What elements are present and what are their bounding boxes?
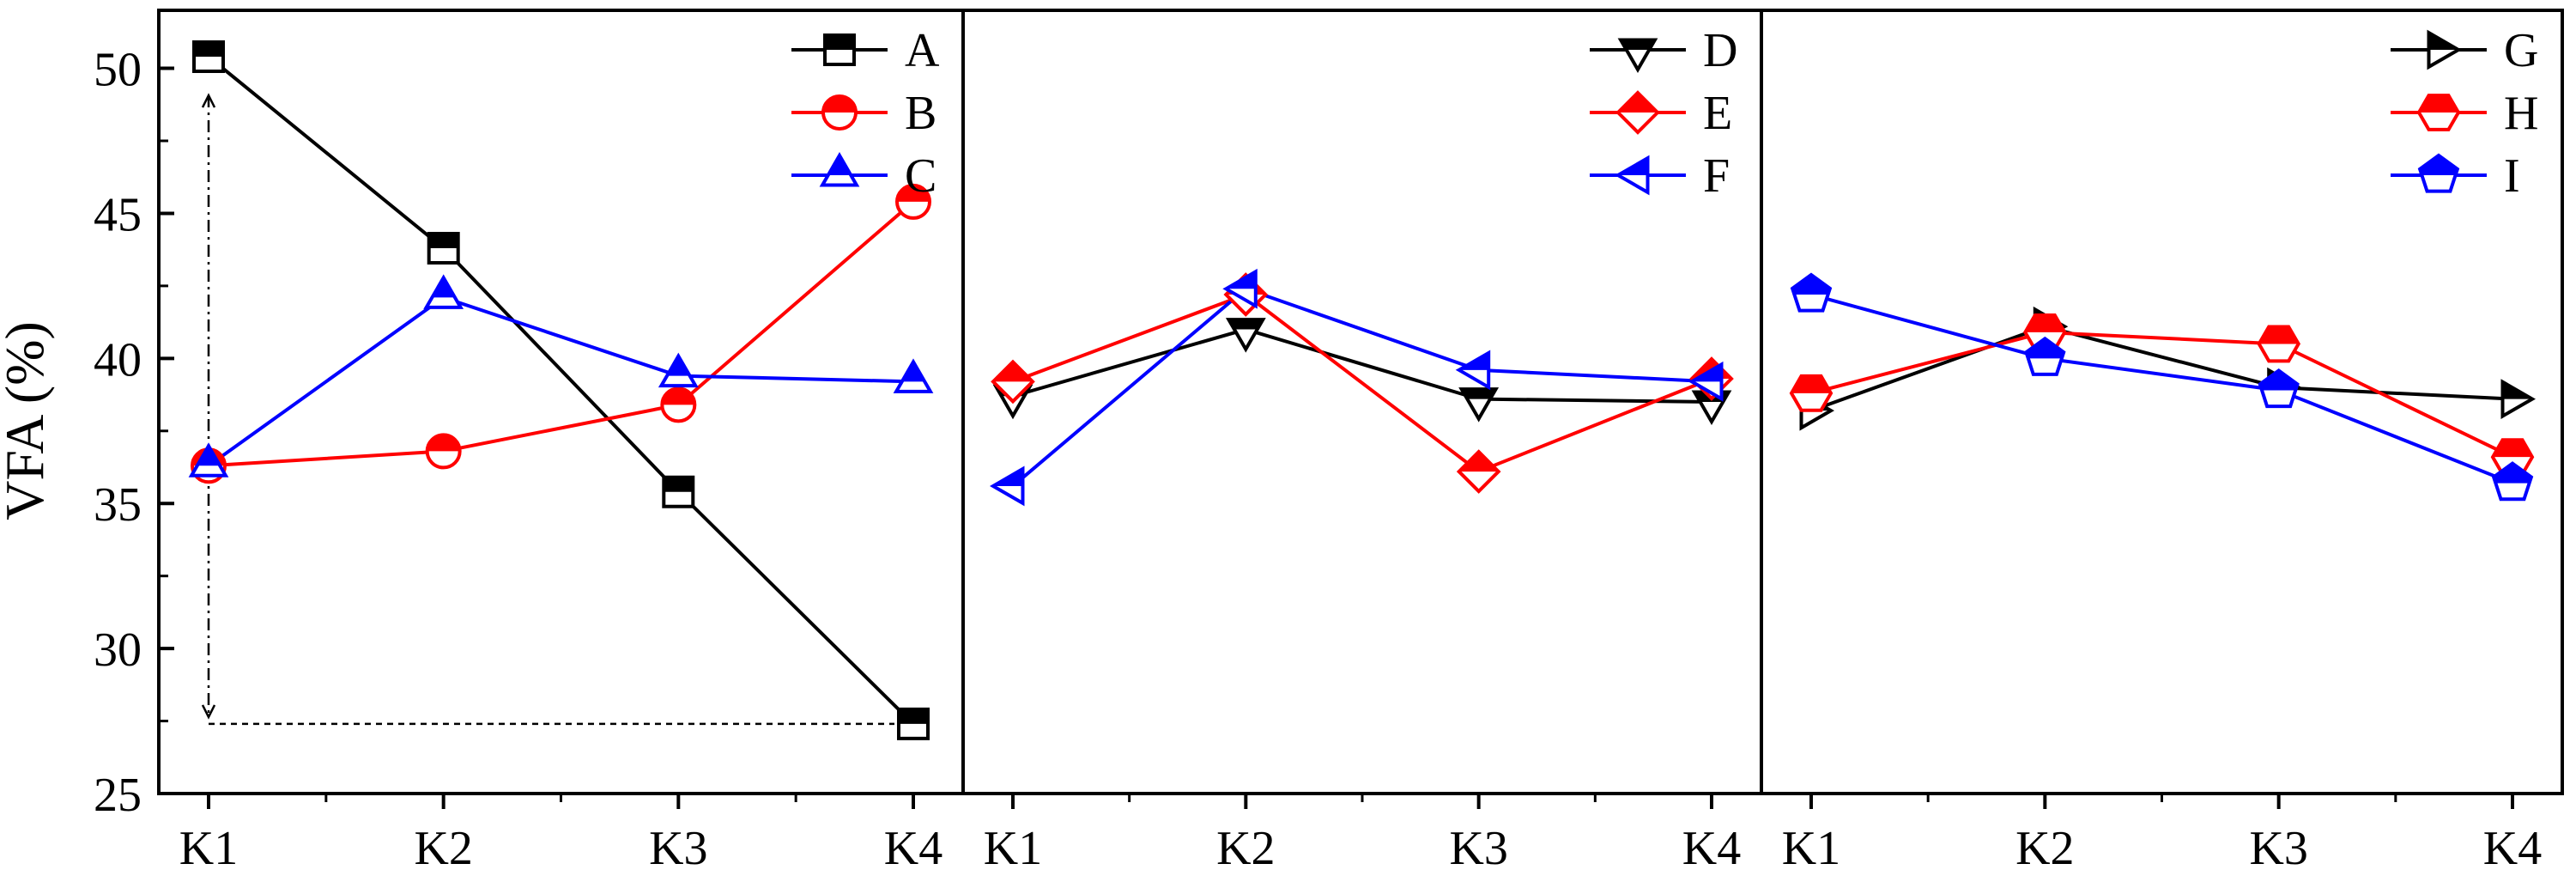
legend-marker-G: [2427, 29, 2463, 70]
point-B-K4: [895, 183, 931, 220]
legend-marker-I: [2417, 153, 2460, 193]
series-line-E: [1012, 293, 1712, 474]
point-A-K2: [427, 232, 460, 265]
x-tick-label: K1: [984, 822, 1042, 875]
y-tick-label: 30: [94, 623, 142, 677]
series-line-B: [208, 200, 915, 468]
x-tick-label: K3: [1449, 822, 1507, 875]
legend-label-F: F: [1703, 149, 1730, 203]
x-tick-label: K3: [649, 822, 707, 875]
y-tick-label: 50: [94, 44, 142, 97]
point-C-K1: [188, 442, 229, 477]
point-D-K2: [1225, 318, 1266, 353]
legend-label-C: C: [905, 149, 936, 203]
series-line-H: [1810, 330, 2513, 459]
legend-marker-D: [1617, 38, 1658, 74]
range-arrow-head: [201, 93, 216, 108]
point-F-K4: [1688, 361, 1724, 402]
point-H-K3: [2257, 325, 2301, 363]
legend-marker-A: [823, 33, 856, 66]
legend-marker-C: [819, 151, 860, 187]
legend-marker-E: [1615, 90, 1660, 135]
series-line-I: [1810, 293, 2513, 485]
legend-marker-F: [1614, 155, 1650, 196]
legend-label-H: H: [2504, 87, 2538, 140]
x-tick-label: K2: [1216, 822, 1275, 875]
point-B-K2: [425, 433, 462, 470]
axes-layer: 25 30 35 40 45 50 K1 K2 K3 K4 K1 K2 K3 K4 K1 K2 K3 K4: [94, 9, 2564, 875]
range-arrow-head: [201, 704, 216, 720]
series-line-D: [1012, 327, 1712, 404]
x-tick-label: K1: [179, 822, 238, 875]
series-line-G: [1810, 325, 2513, 413]
legend-layer: ABC DEF GHI: [791, 24, 2538, 203]
x-tick-label: K4: [2483, 822, 2542, 875]
legend-label-A: A: [905, 24, 940, 77]
point-F-K3: [1455, 350, 1491, 391]
series-lines-layer: [207, 55, 2513, 726]
legend-label-E: E: [1703, 87, 1732, 140]
legend-label-D: D: [1703, 24, 1737, 77]
series-line-C: [207, 295, 914, 467]
point-I-K3: [2258, 368, 2300, 409]
legend-marker-B: [821, 94, 858, 131]
point-A-K3: [662, 475, 695, 508]
y-axis-label: VFA (%): [0, 321, 55, 520]
point-C-K2: [423, 274, 464, 309]
x-tick-label: K4: [884, 822, 943, 875]
plot-frame: [157, 9, 2564, 795]
point-G-K4: [2500, 379, 2537, 419]
point-E-K1: [991, 359, 1035, 405]
point-A-K1: [192, 40, 225, 73]
point-C-K4: [893, 358, 934, 393]
point-D-K3: [1458, 387, 1500, 423]
point-C-K3: [658, 352, 699, 388]
y-tick-label: 25: [94, 769, 142, 822]
point-F-K2: [1222, 268, 1258, 309]
y-tick-label: 45: [94, 188, 142, 241]
legend-label-G: G: [2504, 24, 2538, 77]
markers-layer: [188, 40, 2537, 740]
point-F-K1: [990, 465, 1025, 507]
series-line-F: [1011, 287, 1712, 488]
x-tick-label: K2: [414, 822, 472, 875]
point-E-K3: [1456, 449, 1501, 494]
point-I-K2: [2024, 336, 2066, 376]
x-tick-label: K2: [2015, 822, 2074, 875]
point-I-K1: [1790, 272, 1833, 313]
x-tick-label: K1: [1782, 822, 1840, 875]
point-H-K2: [2022, 313, 2067, 351]
legend-label-B: B: [905, 87, 936, 140]
y-tick-label: 40: [94, 333, 142, 386]
x-tick-label: K4: [1682, 822, 1741, 875]
legend-marker-H: [2416, 94, 2461, 131]
point-H-K4: [2490, 438, 2535, 477]
legend-label-I: I: [2504, 149, 2520, 203]
point-H-K1: [1789, 374, 1834, 412]
series-line-A: [207, 55, 915, 726]
x-tick-label: K3: [2249, 822, 2307, 875]
point-I-K4: [2491, 461, 2534, 502]
point-A-K4: [897, 707, 930, 740]
point-B-K3: [660, 386, 697, 423]
y-tick-label: 35: [94, 478, 142, 532]
